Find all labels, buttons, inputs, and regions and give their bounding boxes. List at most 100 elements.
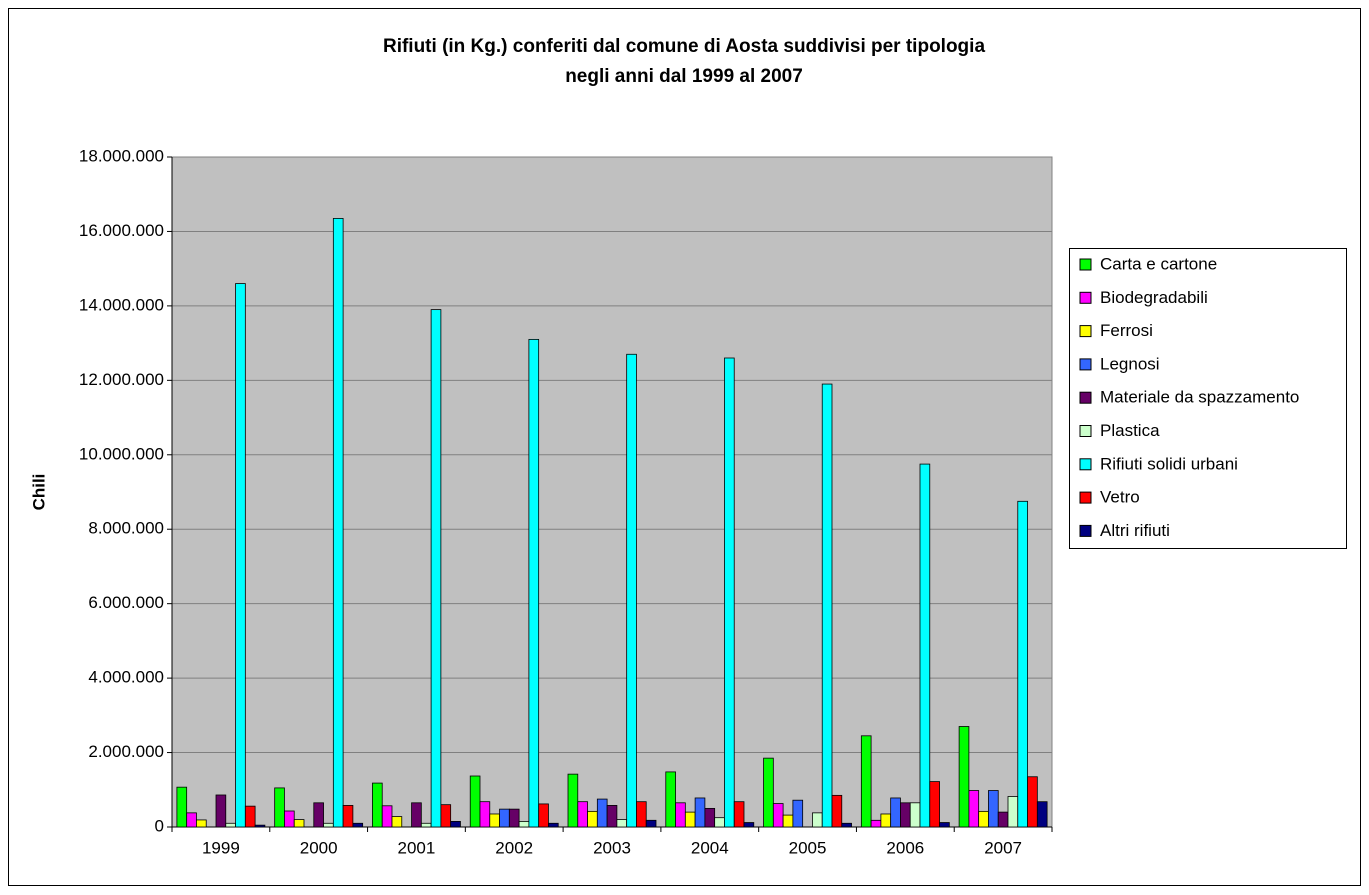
bar [489,813,500,828]
bar [782,814,794,828]
y-tick-label: 14.000.000 [79,295,164,314]
bar [518,821,530,828]
bar [978,810,989,828]
legend [1069,248,1347,549]
x-tick-label: 2000 [300,838,338,857]
bar [577,801,588,828]
bar [890,797,901,828]
bar [792,799,804,828]
bar [596,798,608,828]
legend-swatch [1079,258,1092,271]
bar [645,819,657,828]
bar [880,813,892,828]
legend-label: Carta e cartone [1100,254,1217,273]
y-tick-label: 4.000.000 [88,668,164,687]
bar [606,805,618,828]
bar [567,773,579,828]
bar [440,804,452,828]
legend-label: Plastica [1100,421,1160,440]
bar [587,810,598,828]
bar [479,801,491,828]
bar [636,801,647,828]
x-tick-label: 2004 [691,838,729,857]
legend-label: Biodegradabili [1100,288,1208,307]
bar [381,805,393,828]
legend-swatch [1079,458,1092,471]
bar [704,807,716,828]
legend-swatch [1079,391,1092,404]
bar [538,803,549,828]
x-tick-label: 2006 [886,838,924,857]
bar [323,822,334,828]
bar [616,819,628,828]
y-tick-label: 16.000.000 [79,221,164,240]
bar [772,803,784,828]
bar [1007,796,1019,828]
legend-label: Materiale da spazzamento [1100,388,1299,407]
legend-swatch [1079,325,1092,338]
bar [724,357,735,828]
bar [997,811,1009,828]
bar [284,810,295,828]
bar [821,383,833,828]
legend-swatch [1079,524,1092,537]
x-tick-label: 2001 [398,838,436,857]
bar [235,283,246,828]
bar [508,808,520,828]
bar [900,802,911,828]
bar [332,218,344,828]
y-tick-label: 0 [155,816,164,835]
bar [665,771,676,828]
x-tick-label: 2003 [593,838,631,857]
bar [968,790,980,828]
chart-title: negli anni dal 1999 al 2007 [565,66,803,87]
bar [743,822,755,828]
chart-title: Rifiuti (in Kg.) conferiti dal comune di… [383,36,985,57]
legend-label: Legnosi [1100,354,1160,373]
bar [1017,500,1028,828]
bar [450,821,461,828]
bar [528,338,540,828]
legend-label: Vetro [1100,488,1140,507]
bar [675,802,686,828]
plot-area [171,156,1053,828]
bar [860,735,872,828]
bar [372,782,383,828]
y-tick-label: 2.000.000 [88,742,164,761]
bar [841,822,852,828]
bar [714,817,725,828]
bar [313,802,324,828]
bar [626,353,637,828]
bar [176,786,188,828]
bar [499,808,510,828]
x-tick-label: 2007 [984,838,1022,857]
bar [391,816,403,828]
bar [186,812,197,828]
legend-label: Rifiuti solidi urbani [1100,454,1238,473]
y-tick-label: 18.000.000 [79,146,164,165]
bar [548,822,559,828]
bar [870,819,882,828]
bar [411,802,422,828]
x-tick-label: 1999 [202,838,240,857]
bar [244,805,256,828]
bar [812,812,823,828]
bar [469,775,481,828]
legend-swatch [1079,291,1092,304]
bar [1027,776,1038,828]
bar [958,726,970,828]
y-tick-label: 12.000.000 [79,370,164,389]
bar [420,822,432,828]
legend-label: Ferrosi [1100,321,1153,340]
bar [694,797,706,828]
x-tick-label: 2005 [789,838,827,857]
bar [684,811,696,828]
bar [225,822,236,828]
legend-swatch [1079,491,1092,504]
legend-label: Altri rifiuti [1100,521,1170,540]
bar [215,794,227,828]
bar [430,309,442,828]
bar [342,805,354,828]
bar [831,794,843,828]
